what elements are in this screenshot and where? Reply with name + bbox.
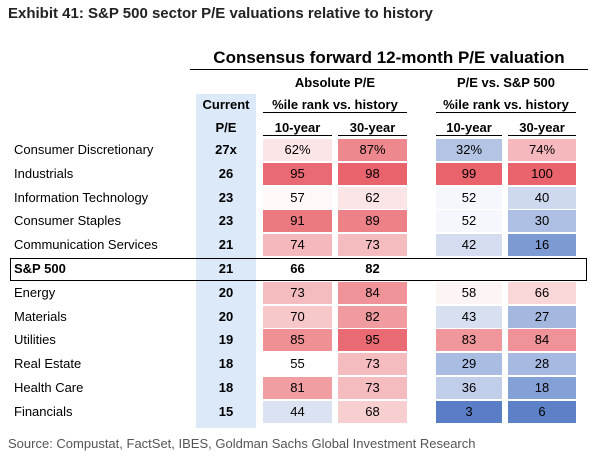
row-label: Industrials bbox=[14, 165, 74, 181]
heat-cell: 44 bbox=[263, 400, 332, 423]
group-header: P/E vs. S&P 500 bbox=[456, 75, 556, 90]
current-header: Current bbox=[202, 97, 250, 112]
heat-cell: 84 bbox=[508, 329, 576, 352]
heat-cell: 28 bbox=[508, 353, 576, 376]
row-label: Information Technology bbox=[14, 189, 149, 205]
current-pe: 20 bbox=[218, 284, 234, 300]
heat-cell: 27 bbox=[508, 305, 576, 328]
heat-cell: 52 bbox=[436, 186, 502, 209]
heat-cell: 73 bbox=[338, 377, 407, 399]
heat-cell: 66 bbox=[290, 261, 305, 276]
heat-cell: 16 bbox=[508, 234, 576, 257]
heat-cell: 73 bbox=[338, 353, 407, 376]
heat-cell: 43 bbox=[436, 305, 502, 328]
row-label: Utilities bbox=[14, 332, 56, 348]
exhibit-title: Exhibit 41: S&P 500 sector P/E valuation… bbox=[8, 5, 433, 22]
current-pe: 15 bbox=[218, 403, 234, 419]
current-pe: 26 bbox=[218, 165, 234, 181]
heat-cell: 95 bbox=[263, 162, 332, 185]
row-label: Energy bbox=[14, 284, 56, 300]
current-header: P/E bbox=[215, 120, 237, 135]
current-pe: 18 bbox=[218, 356, 234, 372]
current-pe: 21 bbox=[218, 237, 234, 253]
heat-cell: 73 bbox=[263, 281, 332, 304]
heat-cell: 83 bbox=[436, 329, 502, 352]
current-pe: 20 bbox=[218, 308, 234, 324]
heat-cell: 3 bbox=[436, 400, 502, 423]
column-header: 10-year bbox=[436, 120, 502, 136]
heat-cell: 66 bbox=[508, 281, 576, 304]
heat-cell: 82 bbox=[365, 261, 380, 276]
highlight-box bbox=[10, 257, 587, 281]
heat-cell: 81 bbox=[263, 377, 332, 399]
heat-cell: 29 bbox=[436, 353, 502, 376]
heat-cell: 91 bbox=[263, 210, 332, 233]
heat-cell: 74% bbox=[508, 139, 576, 161]
group-header: Absolute P/E bbox=[294, 75, 376, 90]
heat-cell: 42 bbox=[436, 234, 502, 257]
heat-cell: 6 bbox=[508, 400, 576, 423]
heat-cell: 84 bbox=[338, 281, 407, 304]
current-pe: 23 bbox=[218, 189, 234, 205]
heat-cell: 40 bbox=[508, 186, 576, 209]
current-pe: 23 bbox=[218, 213, 234, 229]
row-label: Consumer Discretionary bbox=[14, 142, 154, 157]
heat-cell: 87% bbox=[338, 139, 407, 161]
heat-cell: 74 bbox=[263, 234, 332, 257]
sub-header: %ile rank vs. history bbox=[263, 97, 407, 113]
row-label: Materials bbox=[14, 308, 67, 324]
heat-cell: 18 bbox=[508, 377, 576, 399]
heat-cell: 57 bbox=[263, 186, 332, 209]
current-pe: 27x bbox=[215, 142, 237, 157]
heat-cell: 62% bbox=[263, 139, 332, 161]
source-note: Source: Compustat, FactSet, IBES, Goldma… bbox=[8, 436, 476, 451]
table-title: Consensus forward 12-month P/E valuation bbox=[190, 48, 588, 70]
heat-cell: 73 bbox=[338, 234, 407, 257]
heat-cell: 36 bbox=[436, 377, 502, 399]
heat-cell: 58 bbox=[436, 281, 502, 304]
heat-cell: 85 bbox=[263, 329, 332, 352]
row-label: Financials bbox=[14, 403, 73, 419]
heat-cell: 32% bbox=[436, 139, 502, 161]
heat-cell: 68 bbox=[338, 400, 407, 423]
heat-cell: 70 bbox=[263, 305, 332, 328]
heat-cell: 52 bbox=[436, 210, 502, 233]
column-header: 30-year bbox=[508, 120, 576, 136]
current-pe: 21 bbox=[218, 261, 234, 276]
row-label: S&P 500 bbox=[14, 261, 66, 276]
row-label: Consumer Staples bbox=[14, 213, 121, 229]
sub-header: %ile rank vs. history bbox=[436, 97, 576, 113]
row-label: Communication Services bbox=[14, 237, 158, 253]
current-pe-background bbox=[196, 94, 256, 428]
heat-cell: 62 bbox=[338, 186, 407, 209]
row-label: Health Care bbox=[14, 380, 84, 395]
column-header: 10-year bbox=[263, 120, 332, 136]
row-label: Real Estate bbox=[14, 356, 82, 372]
heat-cell: 82 bbox=[338, 305, 407, 328]
heat-cell: 98 bbox=[338, 162, 407, 185]
heat-cell: 95 bbox=[338, 329, 407, 352]
current-pe: 18 bbox=[218, 380, 234, 395]
heat-cell: 30 bbox=[508, 210, 576, 233]
column-header: 30-year bbox=[338, 120, 407, 136]
current-pe: 19 bbox=[218, 332, 234, 348]
heat-cell: 89 bbox=[338, 210, 407, 233]
heat-cell: 100 bbox=[508, 162, 576, 185]
heat-cell: 99 bbox=[436, 162, 502, 185]
heat-cell: 55 bbox=[263, 353, 332, 376]
